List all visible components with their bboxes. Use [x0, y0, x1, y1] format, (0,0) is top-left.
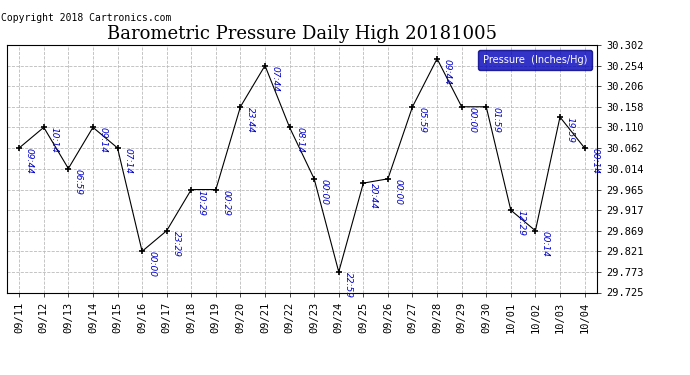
Text: 23:44: 23:44 — [246, 107, 255, 133]
Text: 01:59: 01:59 — [492, 107, 501, 133]
Text: 00:00: 00:00 — [148, 251, 157, 278]
Text: 07:14: 07:14 — [123, 148, 132, 174]
Text: 23:29: 23:29 — [172, 231, 181, 257]
Text: 05:59: 05:59 — [418, 107, 427, 133]
Text: 00:00: 00:00 — [393, 179, 402, 205]
Text: 07:44: 07:44 — [270, 66, 279, 92]
Title: Barometric Pressure Daily High 20181005: Barometric Pressure Daily High 20181005 — [107, 26, 497, 44]
Legend: Pressure  (Inches/Hg): Pressure (Inches/Hg) — [478, 50, 592, 70]
Text: 10:29: 10:29 — [197, 189, 206, 216]
Text: 20:44: 20:44 — [369, 183, 378, 209]
Text: 12:29: 12:29 — [516, 210, 525, 236]
Text: Copyright 2018 Cartronics.com: Copyright 2018 Cartronics.com — [1, 13, 171, 23]
Text: 00:00: 00:00 — [319, 179, 328, 205]
Text: 00:29: 00:29 — [221, 189, 230, 216]
Text: 06:59: 06:59 — [74, 168, 83, 195]
Text: 00:14: 00:14 — [541, 231, 550, 257]
Text: 00:14: 00:14 — [590, 148, 599, 174]
Text: 22:59: 22:59 — [344, 272, 353, 298]
Text: 09:14: 09:14 — [99, 128, 108, 153]
Text: 09:44: 09:44 — [442, 59, 452, 85]
Text: 19:59: 19:59 — [566, 117, 575, 143]
Text: 10:14: 10:14 — [49, 128, 59, 153]
Text: 00:00: 00:00 — [467, 107, 476, 133]
Text: 08:14: 08:14 — [295, 128, 304, 153]
Text: 09:44: 09:44 — [25, 148, 34, 174]
